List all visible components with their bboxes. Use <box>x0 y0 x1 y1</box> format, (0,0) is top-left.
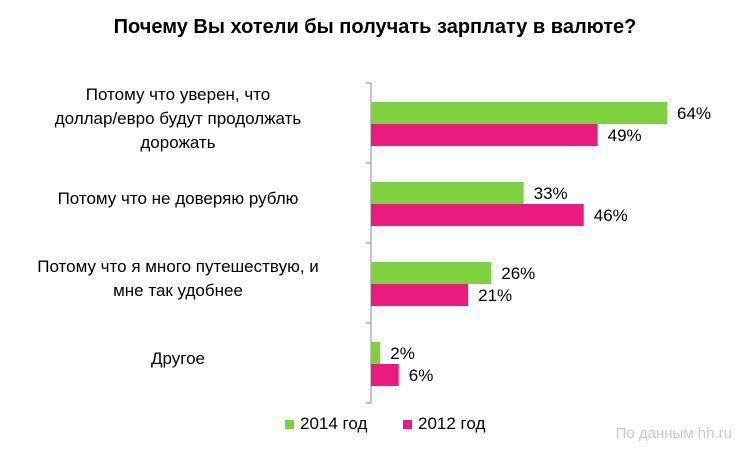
data-label-2014-2: 26% <box>501 264 535 283</box>
bar-2012-3 <box>371 364 399 386</box>
source-note: По данным hh.ru <box>615 425 732 442</box>
category-label-line: Потому что я много путешествую, и <box>37 257 319 276</box>
bar-2012-0 <box>371 124 598 146</box>
legend-label-2014: 2014 год <box>300 414 368 433</box>
category-label-line: Потому что уверен, что <box>85 85 271 104</box>
data-label-2012-1: 46% <box>594 206 628 225</box>
bar-2014-0 <box>371 102 667 124</box>
legend-label-2012: 2012 год <box>418 414 486 433</box>
bar-2014-1 <box>371 182 524 204</box>
category-label-line: доллар/евро будут продолжать <box>54 109 302 128</box>
data-label-2014-3: 2% <box>390 344 415 363</box>
legend-item-2012: 2012 год <box>403 414 485 434</box>
data-label-2014-0: 64% <box>677 104 711 123</box>
category-label-0: Потому что уверен, что доллар/евро будут … <box>0 83 358 155</box>
bar-2012-1 <box>371 204 584 226</box>
bar-2014-3 <box>371 342 381 364</box>
bar-2012-2 <box>371 284 469 306</box>
category-label-2: Потому что я много путешествую, и мне так… <box>0 255 358 303</box>
data-label-2012-3: 6% <box>409 366 434 385</box>
bar-2014-2 <box>371 262 492 284</box>
category-label-3: Другое <box>0 347 358 371</box>
legend-item-2014: 2014 год <box>285 414 367 434</box>
category-label-line: Потому что не доверяю рублю <box>57 189 299 208</box>
category-label-1: Потому что не доверяю рублю <box>0 187 358 211</box>
category-label-line: дорожать <box>140 133 216 152</box>
data-label-2014-1: 33% <box>534 184 568 203</box>
legend-swatch-2012 <box>403 419 412 429</box>
chart-title: Почему Вы хотели бы получать зарплату в … <box>113 16 637 38</box>
legend-swatch-2014 <box>285 419 294 429</box>
category-label-line: мне так удобнее <box>113 281 243 300</box>
data-label-2012-2: 21% <box>478 286 512 305</box>
data-label-2012-0: 49% <box>608 126 642 145</box>
category-label-line: Другое <box>150 349 205 368</box>
